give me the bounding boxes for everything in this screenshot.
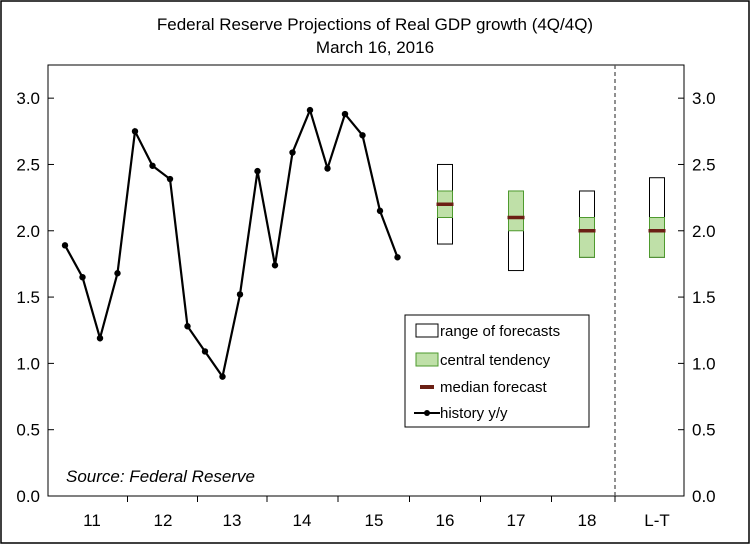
y-axis-left: 0.0 0.5 1.0 1.5 2.0 2.5 3.0 (16, 89, 54, 506)
y-tick-label-right: 3.0 (692, 89, 716, 108)
central-tendency-bar (508, 190, 524, 232)
projections (436, 163, 666, 272)
central-tendency-bar (649, 217, 665, 258)
history-point (236, 291, 244, 298)
projection-L-T (648, 177, 666, 258)
x-tick-label: 13 (223, 511, 242, 530)
y-tick-label-right: 2.0 (692, 222, 716, 241)
y-tick-label-right: 0.5 (692, 421, 716, 440)
y-tick-label-left: 1.5 (16, 288, 40, 307)
y-tick-label-left: 2.5 (16, 155, 40, 174)
plot-area (47, 64, 685, 497)
x-tick-label: 12 (154, 511, 173, 530)
history-point (219, 373, 226, 380)
legend-central-label: central tendency (440, 352, 551, 369)
x-axis: 11 12 13 14 15 16 17 18 L-T (83, 496, 670, 530)
x-tick-label: 14 (293, 511, 312, 530)
y-tick-label-right: 0.0 (692, 487, 716, 506)
history-point (306, 106, 314, 114)
history-point (254, 167, 261, 175)
history-point (149, 162, 156, 169)
projection-16 (436, 163, 454, 245)
y-tick-label-right: 2.5 (692, 155, 716, 174)
source-note: Source: Federal Reserve (66, 467, 255, 486)
legend-range-swatch (415, 323, 439, 338)
chart-subtitle: March 16, 2016 (316, 38, 434, 57)
history-series (61, 106, 401, 380)
history-point (394, 254, 401, 261)
x-tick-label: 11 (83, 511, 101, 530)
y-tick-label-left: 2.0 (16, 222, 40, 241)
y-axis-right: 0.0 0.5 1.0 1.5 2.0 2.5 3.0 (678, 89, 716, 506)
projection-18 (578, 190, 596, 258)
x-tick-label: L-T (644, 511, 670, 530)
history-point (131, 128, 139, 135)
x-tick-label: 15 (365, 511, 384, 530)
x-tick-label: 18 (578, 511, 597, 530)
history-point (341, 110, 349, 118)
legend-median-label: median forecast (440, 379, 548, 396)
legend-history-label: history y/y (440, 405, 508, 422)
central-tendency-bar (579, 217, 595, 258)
history-point (289, 149, 296, 156)
y-tick-label-left: 3.0 (16, 89, 40, 108)
y-tick-label-right: 1.0 (692, 354, 716, 373)
history-line (64, 106, 399, 380)
x-tick-label: 17 (507, 511, 526, 530)
history-point (166, 175, 174, 183)
history-point (376, 207, 384, 215)
history-point (184, 323, 191, 330)
y-tick-label-left: 1.0 (16, 354, 40, 373)
projection-17 (507, 190, 525, 272)
history-point (114, 270, 121, 277)
x-tick-label: 16 (436, 511, 455, 530)
history-point (324, 165, 331, 172)
history-point (271, 262, 279, 269)
history-point (359, 132, 366, 139)
legend: range of forecasts central tendency medi… (404, 314, 590, 428)
y-tick-label-right: 1.5 (692, 288, 716, 307)
history-point (79, 273, 86, 281)
y-tick-label-left: 0.5 (16, 421, 40, 440)
y-tick-label-left: 0.0 (16, 487, 40, 506)
legend-central-swatch (415, 352, 439, 367)
history-point (61, 242, 69, 249)
history-point (201, 348, 209, 355)
history-point (96, 334, 104, 342)
legend-range-label: range of forecasts (440, 323, 560, 340)
chart-title: Federal Reserve Projections of Real GDP … (157, 15, 593, 34)
legend-history-marker (424, 410, 430, 416)
